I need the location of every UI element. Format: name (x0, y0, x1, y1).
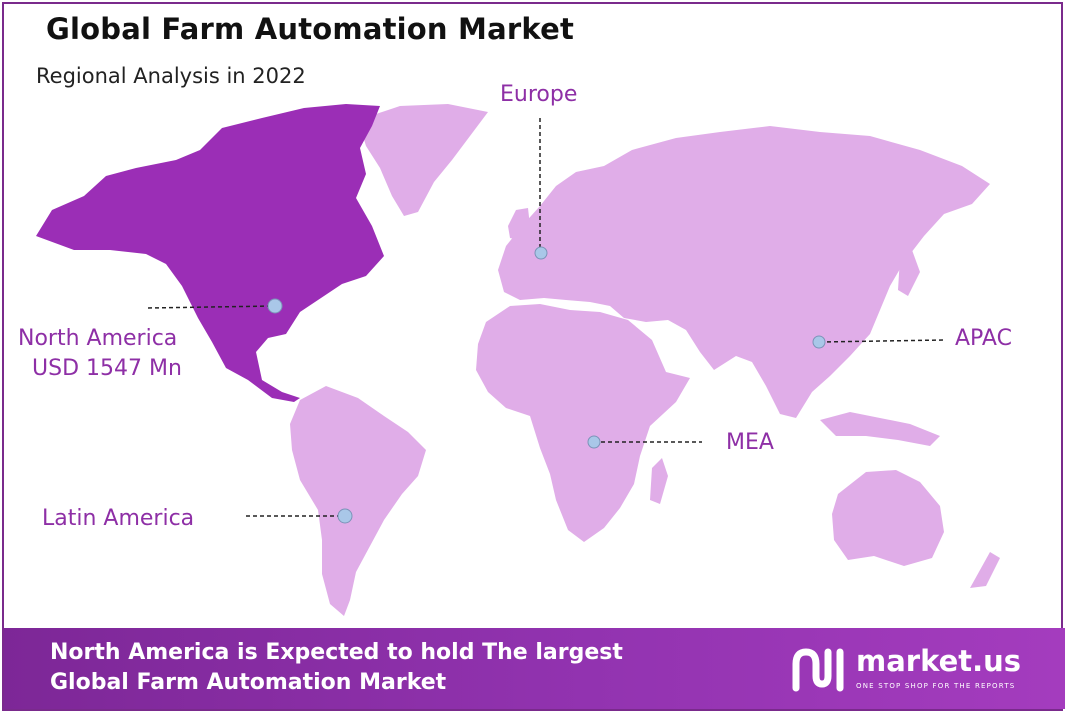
brand-name: market.us (856, 644, 1022, 678)
north-america-value: USD 1547 Mn (32, 356, 182, 381)
arctic-island (644, 138, 700, 164)
madagascar-landmass (650, 458, 668, 504)
footer-message: North America is Expected to hold The la… (50, 638, 623, 698)
footer-banner: North America is Expected to hold The la… (4, 628, 1065, 709)
eurasia-landmass (498, 126, 990, 418)
japan-landmass (898, 250, 920, 296)
mea-landmass (476, 304, 690, 542)
apac-label: APAC (955, 326, 1012, 351)
page-subtitle: Regional Analysis in 2022 (36, 64, 306, 88)
footer-line-1: North America is Expected to hold The la… (50, 640, 623, 665)
brand-logo: market.us ONE STOP SHOP FOR THE REPORTS (790, 642, 1040, 698)
australia-landmass (832, 470, 944, 566)
north-america-marker (267, 298, 283, 314)
greenland-landmass (358, 104, 488, 216)
europe-label: Europe (500, 82, 578, 107)
page-title: Global Farm Automation Market (46, 12, 575, 46)
brand-tagline: ONE STOP SHOP FOR THE REPORTS (856, 682, 1016, 690)
latin-america-landmass (290, 386, 426, 616)
sea-islands (820, 412, 940, 446)
europe-marker (534, 246, 548, 260)
uk-landmass (508, 208, 530, 240)
mea-marker (587, 435, 601, 449)
north-america-leader-line (147, 305, 275, 309)
latin-america-marker (337, 508, 353, 524)
apac-marker (812, 335, 826, 349)
footer-line-2: Global Farm Automation Market (50, 670, 447, 695)
north-america-label: North America (18, 326, 178, 351)
new-zealand-landmass (970, 552, 1000, 588)
latin-america-label: Latin America (42, 506, 195, 531)
north-america-landmass (36, 104, 384, 402)
market-us-logo-icon (792, 648, 844, 692)
mea-label: MEA (726, 430, 774, 455)
